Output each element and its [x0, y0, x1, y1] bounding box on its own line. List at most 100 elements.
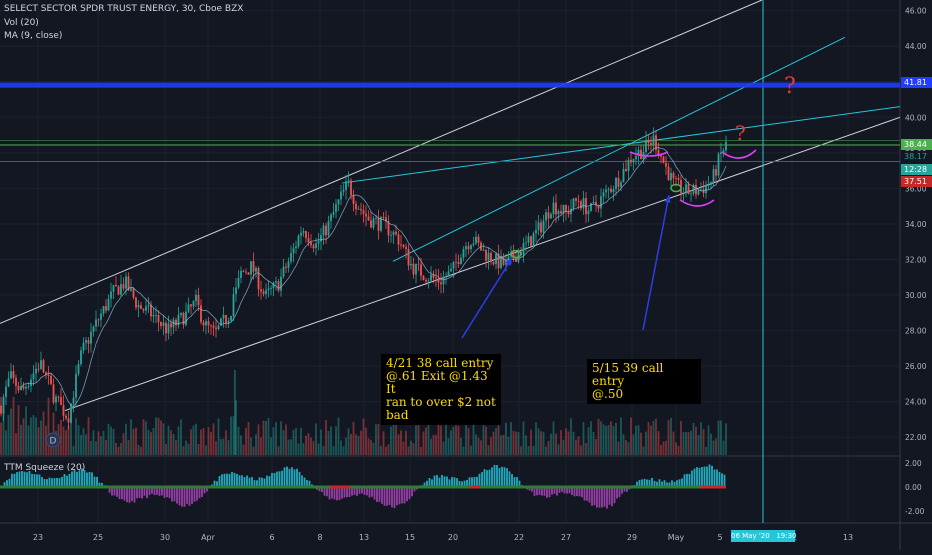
squeeze-bar — [331, 487, 333, 499]
volume-bar — [375, 424, 377, 455]
candle-body — [48, 375, 50, 376]
candle-body — [458, 262, 460, 264]
volume-bar — [63, 427, 65, 455]
volume-bar — [73, 446, 75, 455]
trendline-cyan-2 — [393, 37, 845, 261]
squeeze-bar — [64, 474, 66, 487]
price-tag-red: 37.51 — [901, 176, 932, 187]
candle-body — [425, 280, 427, 282]
note1-line2: @.61 Exit @1.43 It — [386, 370, 496, 396]
candle-body — [530, 236, 532, 246]
squeeze-bar — [476, 477, 478, 487]
candle-body — [413, 264, 415, 275]
candle-body — [555, 203, 557, 215]
volume-bar — [78, 425, 80, 455]
candle-body — [378, 218, 380, 231]
symbol-title: SELECT SECTOR SPDR TRUST ENERGY, 30, Cbo… — [4, 4, 243, 14]
squeeze-bar — [714, 470, 716, 487]
volume-bar — [383, 431, 385, 455]
volume-bar — [585, 443, 587, 455]
volume-bar — [578, 436, 580, 455]
candle-body — [608, 189, 610, 190]
candle-body — [145, 306, 147, 310]
candle-body — [268, 288, 270, 290]
volume-bar — [405, 431, 407, 455]
candle-body — [718, 154, 720, 176]
squeeze-bar — [96, 477, 98, 487]
squeeze-bar — [591, 487, 593, 506]
candle-body — [255, 268, 257, 272]
volume-bar — [68, 426, 70, 455]
squeeze-bar — [339, 487, 341, 500]
squeeze-bar — [374, 487, 376, 500]
squeeze-bar — [499, 468, 501, 487]
candle-body — [620, 182, 622, 186]
candle-body — [185, 312, 187, 325]
volume-bar — [245, 428, 247, 455]
squeeze-bar — [391, 487, 393, 507]
volume-bar — [355, 434, 357, 455]
squeeze-bar — [694, 469, 696, 487]
volume-bar — [410, 441, 412, 455]
candle-body — [148, 305, 150, 306]
candle-body — [180, 313, 182, 315]
time-tick-label: 22 — [514, 533, 524, 542]
volume-bar — [595, 439, 597, 455]
squeeze-bar — [346, 487, 348, 497]
squeeze-bar — [689, 474, 691, 487]
candle-body — [98, 320, 100, 321]
volume-bar — [313, 441, 315, 455]
volume-bar — [523, 421, 525, 455]
candle-body — [708, 185, 710, 186]
question-mark-2: ? — [735, 121, 746, 145]
volume-bar — [425, 427, 427, 455]
candle-body — [685, 184, 687, 192]
squeeze-bar — [406, 487, 408, 501]
candle-body — [58, 397, 60, 398]
volume-bar — [705, 447, 707, 455]
volume-bar — [715, 438, 717, 455]
volume-bar — [403, 441, 405, 455]
squeeze-bar — [174, 487, 176, 501]
squeeze-bar — [31, 474, 33, 487]
candle-body — [163, 323, 165, 326]
volume-bar — [643, 447, 645, 455]
volume-bar — [213, 423, 215, 455]
squeeze-bar — [721, 473, 723, 487]
volume-bar — [65, 430, 67, 455]
squeeze-bar — [389, 487, 391, 505]
candle-body — [248, 272, 250, 274]
squeeze-bar — [71, 471, 73, 487]
volume-bar — [103, 431, 105, 455]
candle-body — [335, 204, 337, 212]
ttm-squeeze-label: TTM Squeeze (20) — [4, 463, 85, 473]
volume-bar — [448, 438, 450, 455]
volume-bar — [273, 427, 275, 455]
candle-body — [5, 387, 7, 397]
squeeze-bar — [284, 467, 286, 487]
volume-label: Vol (20) — [4, 18, 39, 28]
volume-bar — [665, 441, 667, 455]
candle-body — [108, 299, 110, 311]
squeeze-bar — [606, 487, 608, 509]
candle-body — [38, 369, 40, 370]
volume-bar — [395, 420, 397, 455]
candle-body — [208, 321, 210, 325]
squeeze-bar — [89, 472, 91, 487]
candle-body — [90, 332, 92, 344]
volume-bar — [413, 443, 415, 455]
candle-body — [68, 418, 70, 422]
volume-bar — [175, 440, 177, 455]
volume-bar — [435, 435, 437, 455]
volume-bar — [365, 428, 367, 455]
candle-body — [525, 243, 527, 244]
candle-body — [288, 261, 290, 267]
volume-bar — [668, 420, 670, 455]
candle-body — [588, 211, 590, 215]
price-tick-label: 46.00 — [905, 7, 927, 16]
squeeze-bar — [701, 467, 703, 487]
squeeze-bar — [171, 487, 173, 502]
candle-body — [100, 314, 102, 320]
